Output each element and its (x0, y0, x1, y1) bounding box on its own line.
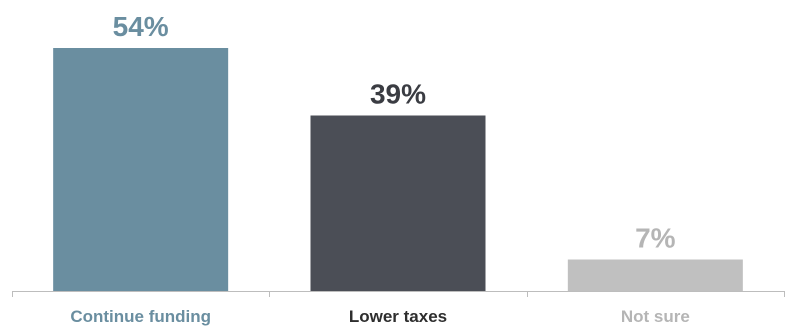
category-label-continue-funding: Continue funding (70, 307, 211, 326)
value-label-lower-taxes: 39% (370, 79, 426, 110)
value-label-continue-funding: 54% (113, 11, 169, 42)
bar-lower-taxes (310, 115, 486, 291)
category-label-lower-taxes: Lower taxes (349, 307, 447, 326)
labels-group: 54% Continue funding 39% Lower taxes 7% Not s… (70, 11, 689, 326)
bar-continue-funding (53, 48, 229, 291)
value-label-not-sure: 7% (635, 223, 676, 254)
bars-group (53, 48, 743, 291)
bar-not-sure (567, 259, 743, 291)
x-axis (12, 291, 785, 297)
category-label-not-sure: Not sure (621, 307, 690, 326)
